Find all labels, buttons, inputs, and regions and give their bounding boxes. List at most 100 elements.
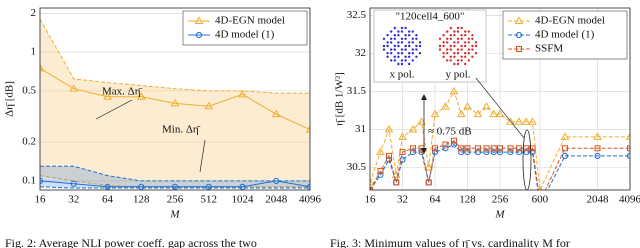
constellation-dot [404, 44, 407, 48]
constellation-dot [446, 52, 449, 55]
constellation-dot [438, 44, 442, 48]
constellation-dot [467, 59, 470, 62]
constellation-dot [464, 30, 467, 33]
constellation-dot [397, 34, 400, 37]
marker [385, 156, 393, 163]
marker [474, 145, 481, 152]
marker [239, 183, 246, 190]
constellation-dot [400, 41, 404, 44]
marker [377, 168, 384, 175]
arrowhead [421, 148, 427, 154]
constellation-dot [456, 48, 460, 51]
constellation-dot [390, 37, 393, 40]
x-tick-label: 256 [492, 194, 509, 206]
constellation-dot [415, 48, 418, 51]
y-tick-label: 30.5 [347, 161, 367, 173]
marker [425, 179, 432, 186]
constellation-dot [404, 48, 407, 51]
constellation-dot [464, 52, 467, 55]
marker [490, 145, 497, 152]
constellation-dot [471, 48, 474, 51]
marker [516, 145, 523, 152]
constellation-dot [400, 26, 404, 30]
marker [495, 109, 505, 118]
highlight [522, 129, 532, 191]
legend-label: 4D model (1) [535, 29, 595, 41]
marker [393, 179, 400, 186]
marker [474, 148, 482, 156]
constellation-dot [456, 59, 460, 62]
constellation-dot [408, 34, 411, 37]
y-tick-label: 0.5 [22, 84, 36, 96]
constellation-dot [390, 30, 393, 33]
constellation-dot [446, 59, 449, 62]
constellation-dot [460, 26, 463, 30]
constellation-dot [386, 44, 389, 48]
arrow [199, 139, 206, 173]
constellation-dot [471, 37, 474, 40]
y-tick-label: 31.5 [347, 85, 367, 97]
x-tick-label: 32 [397, 194, 408, 206]
constellation-dot [446, 48, 449, 51]
constellation-dot [464, 44, 467, 48]
marker [561, 152, 569, 159]
constellation-dot [393, 26, 396, 30]
marker [451, 137, 458, 144]
constellation-dot [382, 37, 386, 40]
constellation-dot [442, 34, 445, 37]
legend-label: 4D-EGN model [535, 15, 605, 27]
constellation-dot [400, 62, 404, 66]
x-tick-label: 2048 [587, 194, 610, 206]
constellation-dot [467, 48, 470, 51]
constellation-dot [386, 55, 389, 58]
inset-label: y pol. [445, 69, 470, 81]
marker [456, 109, 466, 118]
constellation-dot [404, 34, 407, 37]
constellation-dot [464, 55, 467, 58]
x-tick-label: 128 [133, 194, 150, 206]
marker [483, 148, 490, 156]
legend-label: 4D-EGN model [215, 15, 285, 27]
marker [450, 141, 458, 148]
marker [521, 117, 531, 125]
constellation-dot [393, 37, 396, 40]
marker [626, 152, 630, 159]
constellation-dot [438, 37, 442, 40]
constellation-dot [393, 34, 396, 37]
caption: Fig. 2: Average NLI power coeff. gap acr… [5, 236, 257, 248]
legend-box [182, 10, 308, 46]
constellation-dot [418, 44, 422, 48]
constellation-dot [442, 52, 445, 55]
constellation-dot [449, 44, 452, 48]
x-tick-label: 4096 [299, 194, 322, 206]
constellation-dot [397, 44, 400, 48]
y-tick-label: 1 [31, 46, 37, 58]
constellation-dot [464, 41, 467, 44]
arrow [95, 99, 133, 120]
y-tick-label: 32 [355, 47, 366, 59]
constellation-dot [415, 37, 418, 40]
constellation-dot [386, 52, 389, 55]
series-group [370, 86, 630, 190]
marker [442, 141, 449, 148]
band-edge [40, 18, 310, 94]
constellation-dot [393, 48, 396, 51]
annotation: Min. Δη̄ [162, 124, 201, 136]
constellation-dot [411, 48, 414, 51]
constellation-dot [408, 44, 411, 48]
marker [529, 145, 536, 152]
marker [515, 148, 523, 156]
marker [104, 183, 111, 190]
constellation-dot [464, 62, 467, 66]
marker [305, 125, 310, 133]
marker [384, 124, 394, 133]
marker [627, 145, 630, 152]
constellation-dot [393, 55, 396, 58]
constellation-dot [474, 44, 478, 48]
band-edge [40, 165, 310, 182]
marker [463, 102, 472, 110]
constellation-dot [400, 37, 404, 40]
marker [386, 152, 393, 159]
marker [194, 16, 204, 24]
series-line [40, 180, 310, 188]
